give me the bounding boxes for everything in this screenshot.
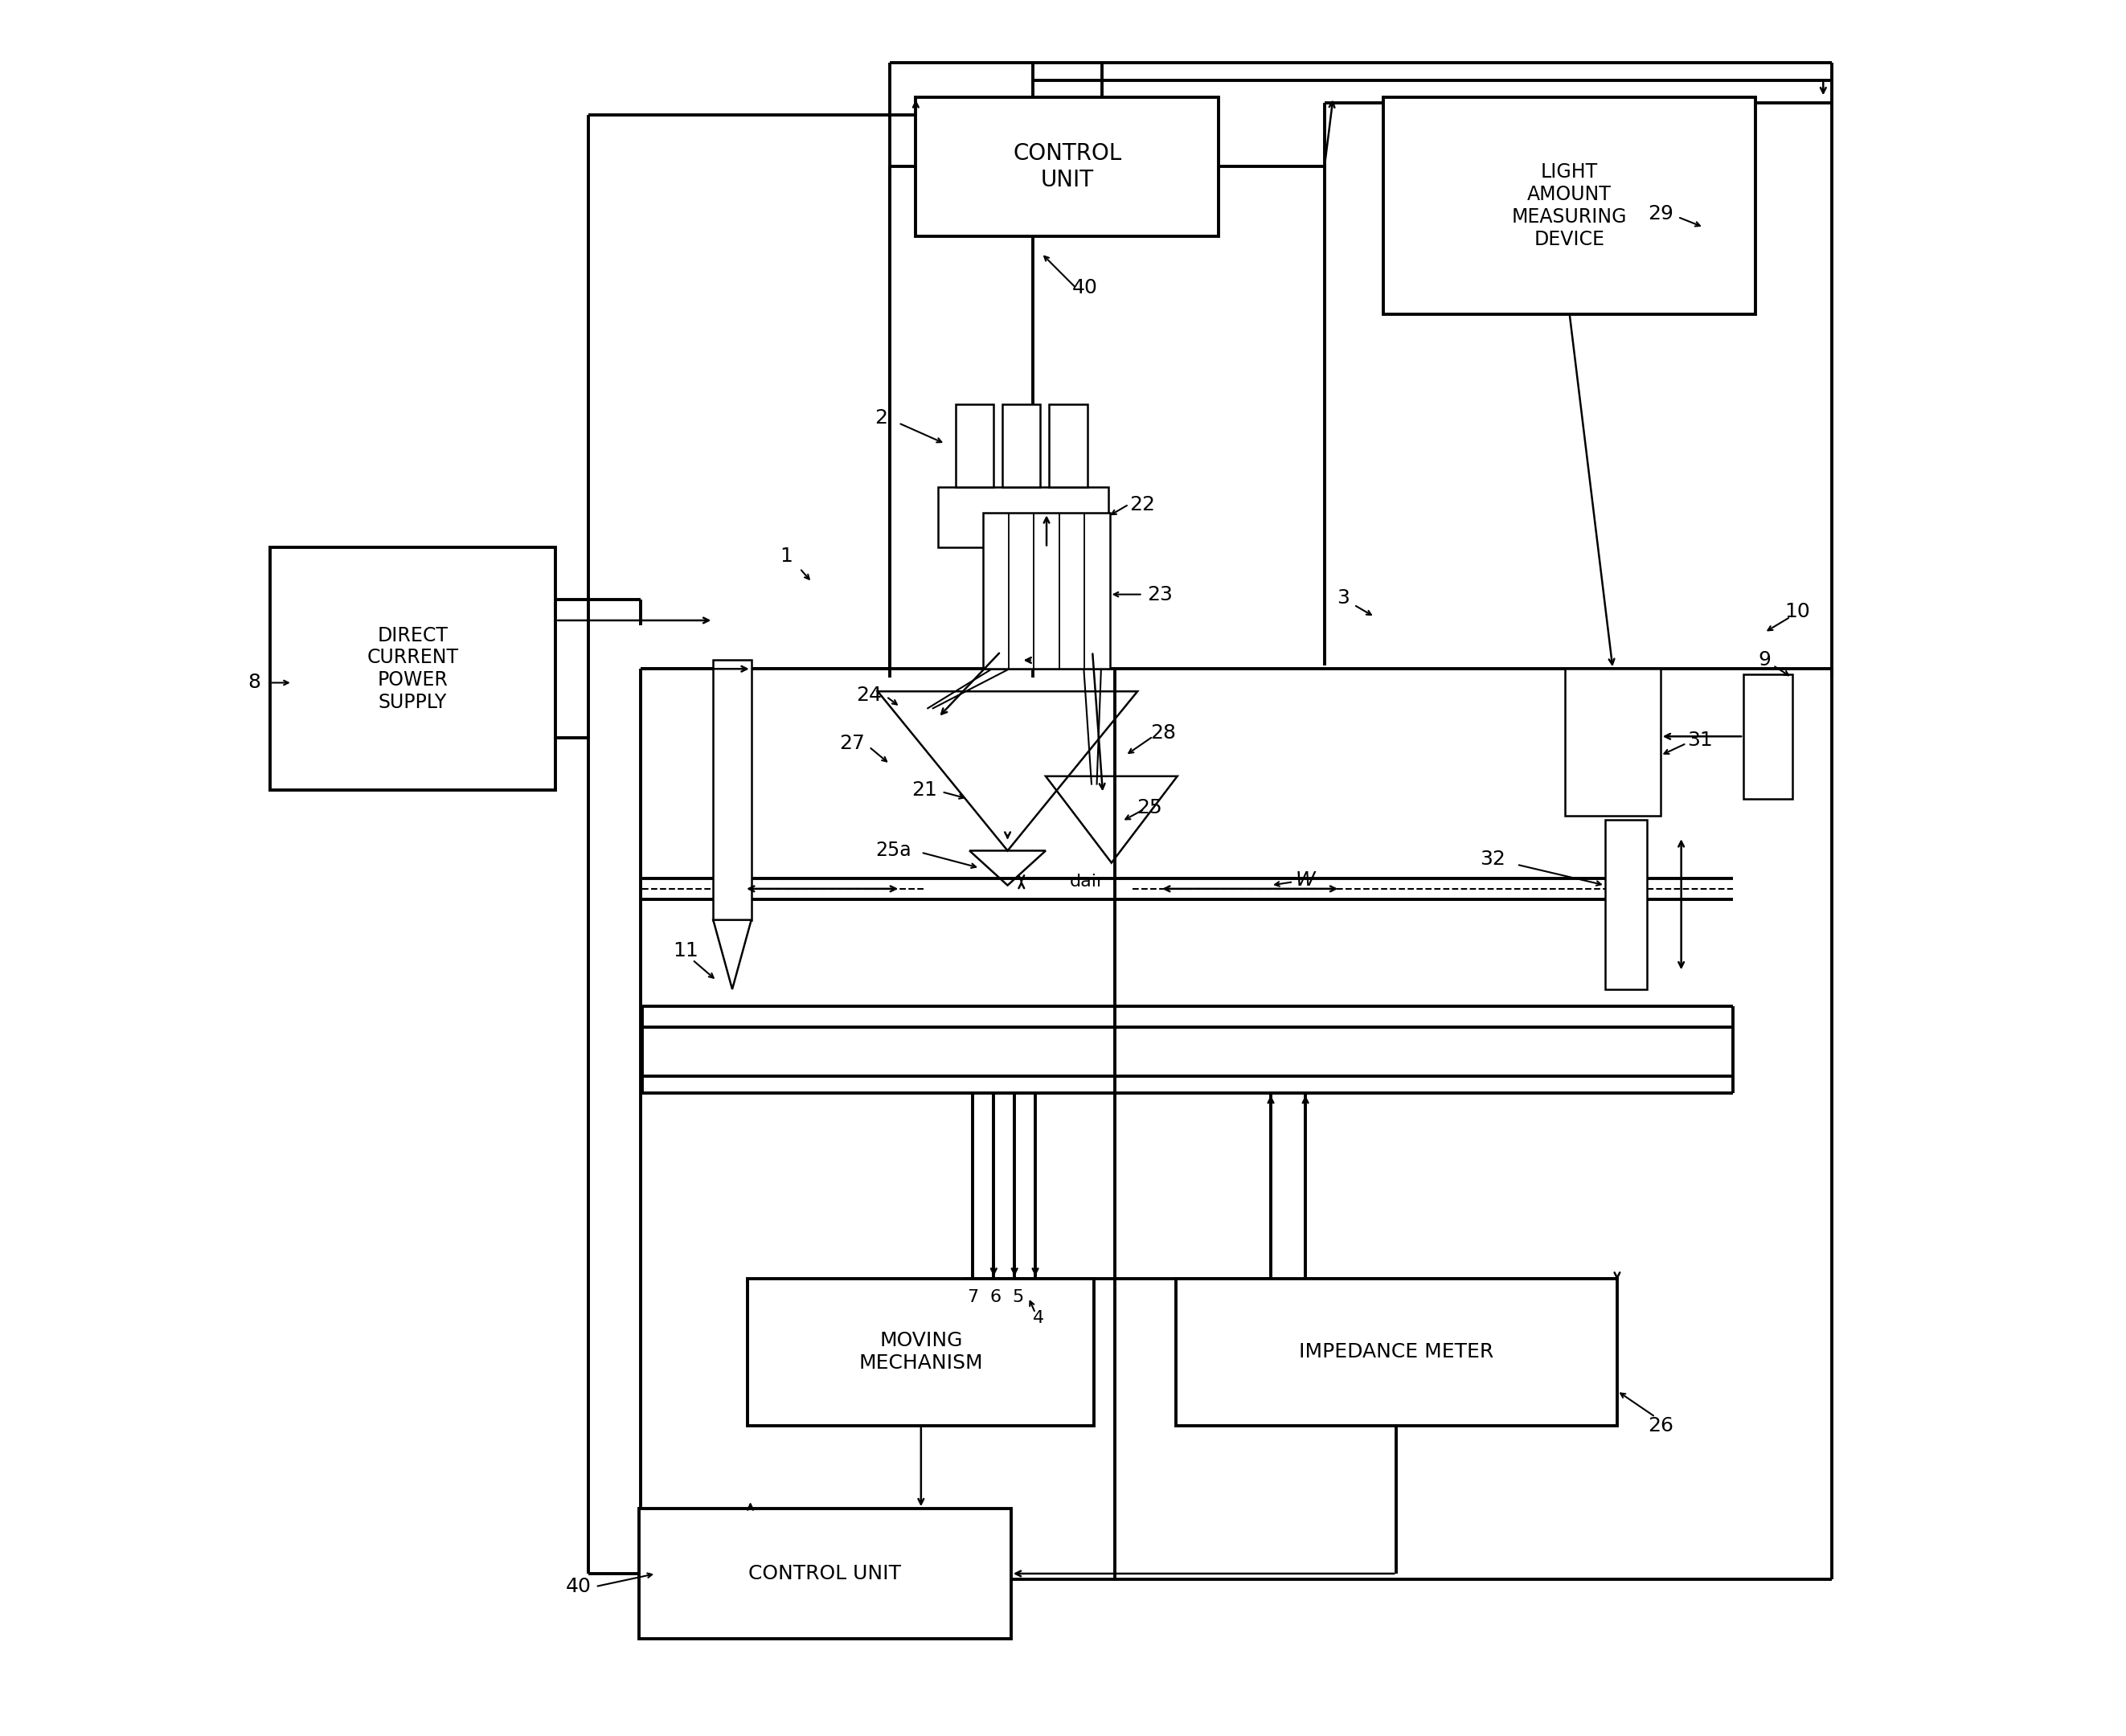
Text: CONTROL
UNIT: CONTROL UNIT bbox=[1012, 142, 1123, 191]
Bar bbox=[1001, 404, 1040, 488]
Bar bbox=[712, 660, 750, 920]
Text: 32: 32 bbox=[1480, 849, 1505, 870]
Text: DIRECT
CURRENT
POWER
SUPPLY: DIRECT CURRENT POWER SUPPLY bbox=[368, 625, 459, 712]
Text: 11: 11 bbox=[672, 941, 697, 960]
Bar bbox=[938, 488, 1108, 547]
Text: 21: 21 bbox=[912, 781, 938, 800]
FancyBboxPatch shape bbox=[1384, 97, 1756, 314]
Text: 7: 7 bbox=[967, 1290, 978, 1305]
Text: 5: 5 bbox=[1012, 1290, 1025, 1305]
Text: 26: 26 bbox=[1648, 1417, 1673, 1436]
Text: 28: 28 bbox=[1150, 724, 1176, 743]
Text: 31: 31 bbox=[1688, 731, 1714, 750]
Bar bbox=[955, 404, 993, 488]
Text: 3: 3 bbox=[1337, 589, 1350, 608]
Text: 2: 2 bbox=[874, 408, 887, 427]
Polygon shape bbox=[712, 920, 750, 990]
FancyBboxPatch shape bbox=[916, 97, 1218, 236]
Text: 29: 29 bbox=[1648, 203, 1673, 224]
Text: 4: 4 bbox=[1033, 1311, 1044, 1326]
Text: 1: 1 bbox=[780, 547, 793, 566]
Text: 9: 9 bbox=[1758, 651, 1771, 670]
Text: 40: 40 bbox=[1072, 278, 1097, 297]
Text: 40: 40 bbox=[566, 1576, 591, 1595]
FancyBboxPatch shape bbox=[638, 1509, 1012, 1639]
Text: W: W bbox=[1295, 870, 1316, 891]
Text: 23: 23 bbox=[1148, 585, 1174, 604]
Text: 22: 22 bbox=[1129, 495, 1157, 514]
Text: CONTROL UNIT: CONTROL UNIT bbox=[748, 1564, 901, 1583]
Text: 8: 8 bbox=[249, 674, 261, 693]
Text: 6: 6 bbox=[991, 1290, 1001, 1305]
FancyBboxPatch shape bbox=[1176, 1278, 1618, 1425]
FancyBboxPatch shape bbox=[270, 547, 555, 790]
FancyBboxPatch shape bbox=[748, 1278, 1095, 1425]
Bar bbox=[984, 514, 1110, 668]
Text: MOVING
MECHANISM: MOVING MECHANISM bbox=[859, 1332, 982, 1373]
Text: dair: dair bbox=[1069, 873, 1106, 891]
Text: 10: 10 bbox=[1784, 602, 1809, 621]
Text: LIGHT
AMOUNT
MEASURING
DEVICE: LIGHT AMOUNT MEASURING DEVICE bbox=[1512, 163, 1626, 248]
Text: 27: 27 bbox=[840, 734, 865, 753]
Bar bbox=[1048, 404, 1086, 488]
Bar bbox=[1743, 674, 1792, 799]
Bar bbox=[1605, 819, 1646, 990]
Text: 24: 24 bbox=[857, 686, 882, 705]
Text: 25: 25 bbox=[1137, 799, 1163, 818]
Bar bbox=[1565, 668, 1660, 816]
Text: IMPEDANCE METER: IMPEDANCE METER bbox=[1299, 1342, 1495, 1361]
Text: 25a: 25a bbox=[876, 840, 912, 861]
